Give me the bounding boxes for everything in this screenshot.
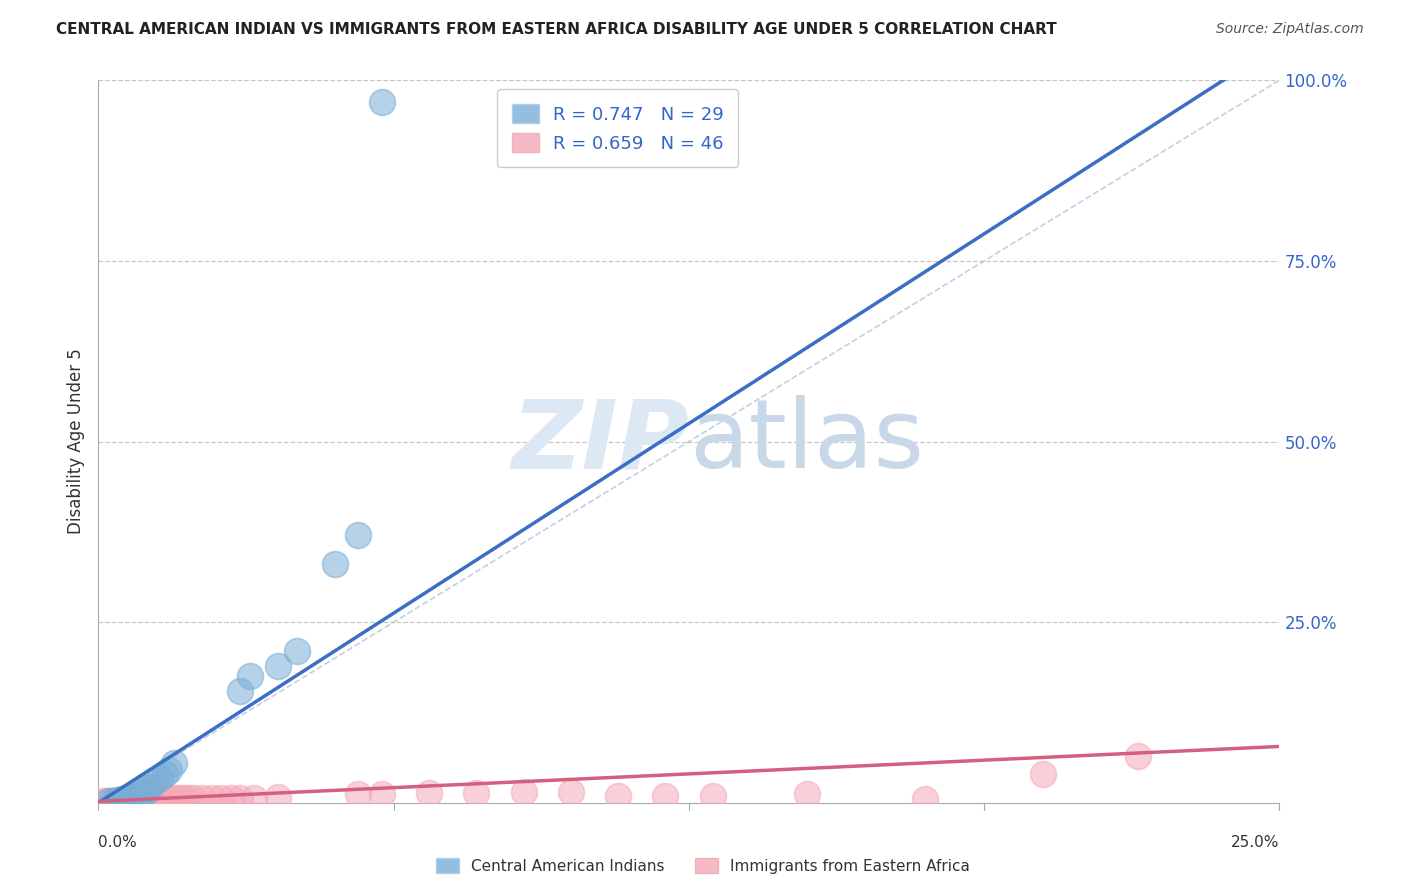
Point xyxy=(105,794,128,808)
Point xyxy=(1126,748,1149,763)
Point xyxy=(121,793,143,807)
Point xyxy=(654,789,676,803)
Point xyxy=(125,793,148,807)
Point xyxy=(157,791,180,805)
Point xyxy=(607,789,630,803)
Point xyxy=(105,793,128,807)
Y-axis label: Disability Age Under 5: Disability Age Under 5 xyxy=(66,349,84,534)
Point xyxy=(97,794,120,808)
Point xyxy=(243,790,266,805)
Point xyxy=(149,771,172,785)
Point xyxy=(219,790,242,805)
Point xyxy=(181,791,204,805)
Point xyxy=(157,764,180,778)
Legend: R = 0.747   N = 29, R = 0.659   N = 46: R = 0.747 N = 29, R = 0.659 N = 46 xyxy=(498,89,738,167)
Point xyxy=(465,786,488,800)
Point xyxy=(111,794,134,808)
Text: Source: ZipAtlas.com: Source: ZipAtlas.com xyxy=(1216,22,1364,37)
Text: CENTRAL AMERICAN INDIAN VS IMMIGRANTS FROM EASTERN AFRICA DISABILITY AGE UNDER 5: CENTRAL AMERICAN INDIAN VS IMMIGRANTS FR… xyxy=(56,22,1057,37)
Point xyxy=(129,792,152,806)
Point xyxy=(796,787,818,801)
Point xyxy=(135,781,157,796)
Point xyxy=(111,794,134,808)
Point xyxy=(229,790,252,805)
Point xyxy=(115,793,138,807)
Point xyxy=(125,790,148,805)
Point xyxy=(163,791,186,805)
Point xyxy=(560,785,582,799)
Text: ZIP: ZIP xyxy=(510,395,689,488)
Point xyxy=(267,658,290,673)
Point xyxy=(167,791,190,805)
Point xyxy=(111,792,134,806)
Point xyxy=(139,792,162,806)
Point xyxy=(135,785,157,799)
Point xyxy=(101,794,124,808)
Point xyxy=(121,790,143,805)
Point xyxy=(201,790,224,805)
Point xyxy=(105,794,128,808)
Point xyxy=(115,792,138,806)
Point xyxy=(239,669,262,683)
Point xyxy=(267,790,290,805)
Point xyxy=(135,792,157,806)
Point xyxy=(115,793,138,807)
Point xyxy=(91,794,114,808)
Point xyxy=(121,793,143,807)
Point xyxy=(285,644,308,658)
Point xyxy=(229,683,252,698)
Point xyxy=(139,780,162,794)
Text: atlas: atlas xyxy=(689,395,924,488)
Point xyxy=(914,792,936,806)
Point xyxy=(111,793,134,807)
Point xyxy=(172,791,194,805)
Point xyxy=(512,785,534,799)
Point xyxy=(191,790,214,805)
Point xyxy=(702,789,724,803)
Point xyxy=(371,787,394,801)
Point xyxy=(177,791,200,805)
Point xyxy=(97,794,120,808)
Point xyxy=(163,756,186,770)
Point xyxy=(125,792,148,806)
Point xyxy=(347,528,370,542)
Point xyxy=(153,767,176,781)
Point xyxy=(209,790,232,805)
Text: 0.0%: 0.0% xyxy=(98,835,138,850)
Legend: Central American Indians, Immigrants from Eastern Africa: Central American Indians, Immigrants fro… xyxy=(430,852,976,880)
Point xyxy=(347,787,370,801)
Point xyxy=(149,792,172,806)
Text: 25.0%: 25.0% xyxy=(1232,835,1279,850)
Point xyxy=(105,794,128,808)
Point xyxy=(129,785,152,799)
Point xyxy=(143,774,166,789)
Point xyxy=(129,787,152,801)
Point xyxy=(153,791,176,805)
Point xyxy=(323,558,346,572)
Point xyxy=(121,790,143,805)
Point xyxy=(1032,767,1054,781)
Point xyxy=(418,786,440,800)
Point xyxy=(143,792,166,806)
Point xyxy=(101,794,124,808)
Point xyxy=(371,95,394,109)
Point xyxy=(125,789,148,803)
Point xyxy=(115,791,138,805)
Point xyxy=(101,794,124,808)
